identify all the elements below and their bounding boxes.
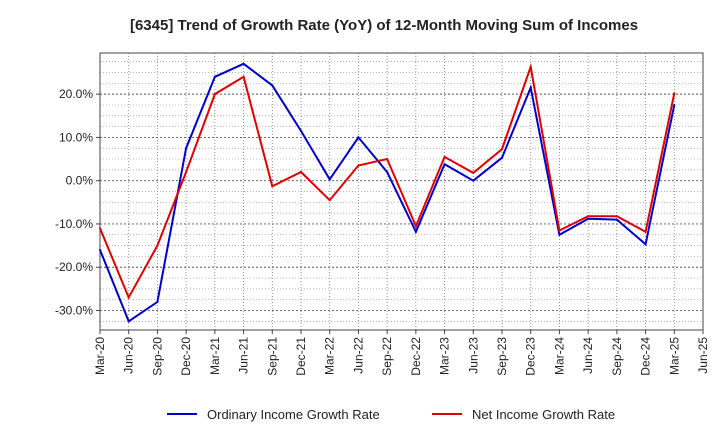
x-tick-label: Dec-23 [524, 337, 538, 376]
data-point [558, 229, 561, 232]
y-tick-label: -10.0% [55, 217, 93, 231]
x-tick-label: Sep-23 [495, 337, 509, 376]
data-point [673, 103, 676, 106]
x-axis: Mar-20 Jun-20 Sep-20 Dec-20 Mar-21 Jun-21 Sep-… [93, 330, 710, 376]
x-tick-label: Sep-24 [610, 337, 624, 376]
x-tick-label: Mar-23 [438, 337, 452, 375]
x-tick-label: Mar-24 [552, 337, 566, 375]
x-tick-label: Sep-20 [150, 337, 164, 376]
data-point [472, 171, 475, 174]
data-point [185, 147, 188, 150]
data-point [328, 199, 331, 202]
data-point [300, 171, 302, 174]
data-point [615, 218, 618, 221]
data-point [386, 158, 389, 161]
series-line-1 [99, 62, 676, 323]
x-tick-label: Dec-20 [179, 337, 193, 376]
y-tick-label: -20.0% [55, 260, 93, 274]
data-point [587, 215, 590, 218]
data-point [300, 129, 302, 132]
y-tick-label: 10.0% [59, 130, 93, 144]
data-point [156, 244, 159, 247]
x-tick-label: Dec-21 [294, 337, 308, 376]
grid [100, 53, 703, 330]
data-point [99, 227, 101, 230]
data-point [414, 230, 417, 233]
plot-area [99, 52, 704, 331]
x-tick-label: Dec-24 [639, 337, 653, 376]
y-tick-label: 0.0% [66, 174, 94, 188]
data-point [213, 75, 216, 78]
legend: Ordinary Income Growth Rate Net Income Gr… [167, 407, 615, 422]
data-point [99, 248, 101, 251]
data-point [673, 92, 676, 95]
data-point [386, 171, 389, 174]
y-axis: 20.0% 10.0% 0.0% -10.0% -20.0% -30.0% [55, 87, 100, 318]
data-point [472, 179, 475, 182]
data-point [271, 84, 274, 87]
data-point [271, 185, 274, 188]
x-tick-label: Jun-24 [581, 337, 595, 374]
data-point [185, 171, 188, 174]
y-tick-label: -30.0% [55, 304, 93, 318]
x-tick-label: Mar-20 [93, 337, 107, 375]
data-point [127, 320, 130, 323]
data-point [529, 65, 532, 68]
x-tick-label: Mar-22 [323, 337, 337, 375]
data-point [127, 296, 130, 299]
x-tick-label: Dec-22 [409, 337, 423, 376]
data-point [615, 215, 618, 218]
legend-label: Net Income Growth Rate [472, 407, 615, 422]
x-tick-label: Jun-23 [466, 337, 480, 374]
x-tick-label: Sep-21 [265, 337, 279, 376]
legend-label: Ordinary Income Growth Rate [207, 407, 380, 422]
chart-title: [6345] Trend of Growth Rate (YoY) of 12-… [130, 17, 638, 34]
x-tick-label: Jun-21 [237, 337, 251, 374]
data-point [644, 243, 647, 246]
data-point [529, 86, 532, 89]
data-point [443, 163, 446, 166]
data-point [156, 300, 159, 303]
series-layer [99, 62, 676, 323]
x-tick-label: Mar-21 [208, 337, 222, 375]
x-tick-label: Mar-25 [667, 337, 681, 375]
x-tick-label: Sep-22 [380, 337, 394, 376]
y-tick-label: 20.0% [59, 87, 93, 101]
data-point [558, 233, 561, 236]
data-point [213, 93, 216, 96]
data-point [242, 62, 245, 65]
data-point [242, 75, 245, 78]
data-point [644, 230, 647, 233]
data-point [414, 225, 417, 228]
x-tick-label: Jun-22 [351, 337, 365, 374]
x-tick-label: Jun-20 [122, 337, 136, 374]
data-point [357, 164, 360, 167]
data-point [328, 178, 331, 181]
x-tick-label: Jun-25 [696, 337, 710, 374]
data-point [587, 217, 590, 220]
data-point [443, 155, 446, 158]
data-point [501, 156, 503, 159]
data-point [357, 136, 360, 139]
data-point [501, 148, 503, 151]
